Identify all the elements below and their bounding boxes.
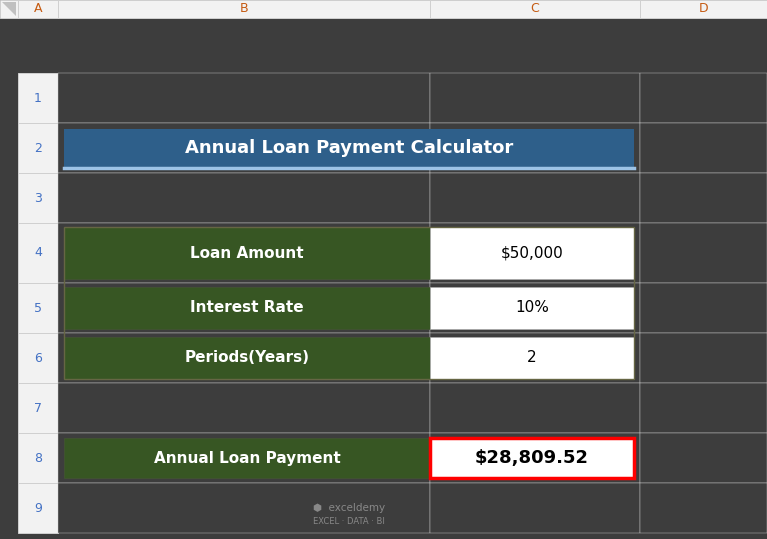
Text: EXCEL · DATA · BI: EXCEL · DATA · BI (313, 517, 385, 526)
Bar (18, 0, 58, 18)
Text: 3: 3 (34, 191, 42, 204)
Bar (430, 223, 640, 283)
Text: B: B (239, 3, 249, 16)
Bar (640, 73, 767, 123)
Bar (18, 123, 58, 173)
Bar (18, 483, 58, 533)
Text: 8: 8 (34, 452, 42, 465)
Text: Annual Loan Payment: Annual Loan Payment (153, 451, 341, 466)
Bar (640, 483, 767, 533)
Text: 10%: 10% (515, 301, 549, 315)
Bar (430, 333, 640, 383)
Bar (0, 0, 18, 18)
Bar (64, 227, 430, 279)
Bar (64, 287, 430, 329)
Bar (430, 227, 634, 279)
Text: D: D (699, 3, 708, 16)
Text: A: A (34, 3, 42, 16)
Text: $50,000: $50,000 (501, 245, 564, 260)
Bar (58, 433, 430, 483)
Bar (58, 173, 430, 223)
Text: 5: 5 (34, 301, 42, 314)
Bar (430, 123, 640, 173)
Bar (18, 433, 58, 483)
Bar (18, 223, 58, 283)
Text: $28,809.52: $28,809.52 (475, 449, 589, 467)
Text: Loan Amount: Loan Amount (190, 245, 304, 260)
Polygon shape (2, 2, 16, 16)
Bar (640, 0, 767, 18)
Bar (640, 173, 767, 223)
Bar (64, 337, 430, 379)
Bar (430, 438, 634, 478)
Bar (18, 333, 58, 383)
Bar (430, 383, 640, 433)
Bar (18, 383, 58, 433)
Bar (640, 383, 767, 433)
Bar (18, 283, 58, 333)
Text: ⬢  exceldemy: ⬢ exceldemy (313, 503, 385, 513)
Text: Interest Rate: Interest Rate (190, 301, 304, 315)
Text: Periods(Years): Periods(Years) (185, 350, 310, 365)
Text: 6: 6 (34, 351, 42, 364)
Text: 7: 7 (34, 402, 42, 414)
Text: 9: 9 (34, 501, 42, 515)
Bar (640, 333, 767, 383)
Bar (58, 0, 430, 18)
Bar (58, 73, 430, 123)
Bar (430, 287, 634, 329)
Bar (64, 227, 634, 379)
Bar (430, 283, 640, 333)
Bar (640, 283, 767, 333)
Bar (58, 383, 430, 433)
Bar (58, 223, 430, 283)
Bar (58, 123, 430, 173)
Bar (58, 483, 430, 533)
Bar (430, 433, 640, 483)
Bar (64, 438, 430, 478)
Bar (640, 223, 767, 283)
Text: 1: 1 (34, 92, 42, 105)
Bar (430, 73, 640, 123)
Bar (18, 73, 58, 123)
Bar (430, 173, 640, 223)
Bar (430, 0, 640, 18)
Text: 2: 2 (34, 142, 42, 155)
Text: 4: 4 (34, 246, 42, 259)
Text: C: C (531, 3, 539, 16)
Text: Annual Loan Payment Calculator: Annual Loan Payment Calculator (185, 139, 513, 157)
Bar (58, 283, 430, 333)
Bar (18, 173, 58, 223)
Bar (58, 333, 430, 383)
Bar (430, 337, 634, 379)
Bar (64, 129, 634, 167)
Bar (640, 433, 767, 483)
Bar (640, 123, 767, 173)
Bar (430, 483, 640, 533)
Text: 2: 2 (527, 350, 537, 365)
